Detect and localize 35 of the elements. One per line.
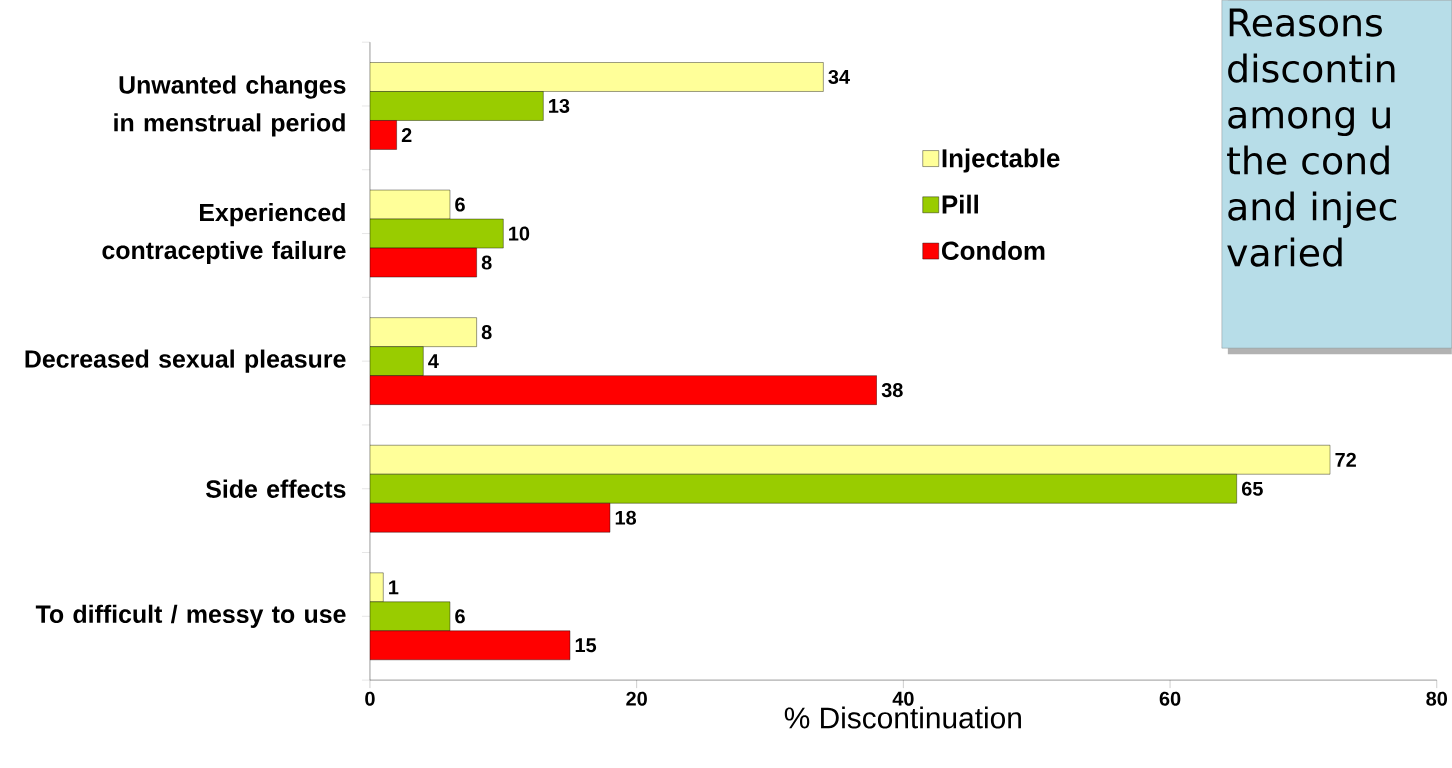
legend-label: Pill xyxy=(942,194,978,214)
data-label: 8 xyxy=(481,325,492,340)
data-label: 6 xyxy=(455,197,465,212)
data-label: 10 xyxy=(509,226,530,241)
x-tick-label: 60 xyxy=(1159,691,1181,706)
data-label: 8 xyxy=(481,255,492,270)
data-label: 38 xyxy=(881,383,903,398)
annotation: and injec xyxy=(1228,191,1397,228)
x-tick-label: 0 xyxy=(365,691,375,706)
data-label: 15 xyxy=(575,638,597,653)
x-tick-label: 40 xyxy=(892,691,914,706)
annotation: varied xyxy=(1227,237,1342,267)
data-label: 34 xyxy=(828,69,850,84)
annotation: among u xyxy=(1228,106,1390,136)
x-tick-label: 20 xyxy=(626,691,647,706)
annotation: discontin xyxy=(1228,53,1395,83)
y-tick-label: Decreased sexual pleasure xyxy=(25,349,346,373)
x-tick-label: 80 xyxy=(1426,691,1448,706)
y-tick-label: Experienced contraceptive failure xyxy=(102,202,346,265)
data-label: 65 xyxy=(1241,481,1263,496)
legend-label: Condom xyxy=(942,240,1045,260)
data-label: 4 xyxy=(428,354,439,368)
data-label: 18 xyxy=(615,510,637,525)
legend-label: Injectable xyxy=(942,148,1060,173)
data-label: 2 xyxy=(401,127,412,142)
text: Reasons xyxy=(1229,8,1382,37)
y-tick-label: Unwanted changes in menstrual period xyxy=(114,75,346,137)
data-label: 1 xyxy=(389,580,399,595)
y-tick-label: To difficult / messy to use xyxy=(35,604,346,628)
data-label: 72 xyxy=(1335,452,1356,467)
data-label: 13 xyxy=(549,98,570,113)
x-axis-title: % Discontinuation xyxy=(784,706,1021,729)
data-label: 6 xyxy=(455,609,465,624)
annotation: the cond xyxy=(1227,145,1389,175)
y-tick-label: Side effects xyxy=(205,479,346,498)
